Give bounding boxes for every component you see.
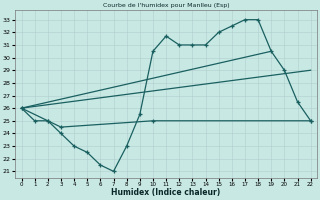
Title: Courbe de l'humidex pour Manlleu (Esp): Courbe de l'humidex pour Manlleu (Esp) [103, 3, 229, 8]
X-axis label: Humidex (Indice chaleur): Humidex (Indice chaleur) [111, 188, 221, 197]
